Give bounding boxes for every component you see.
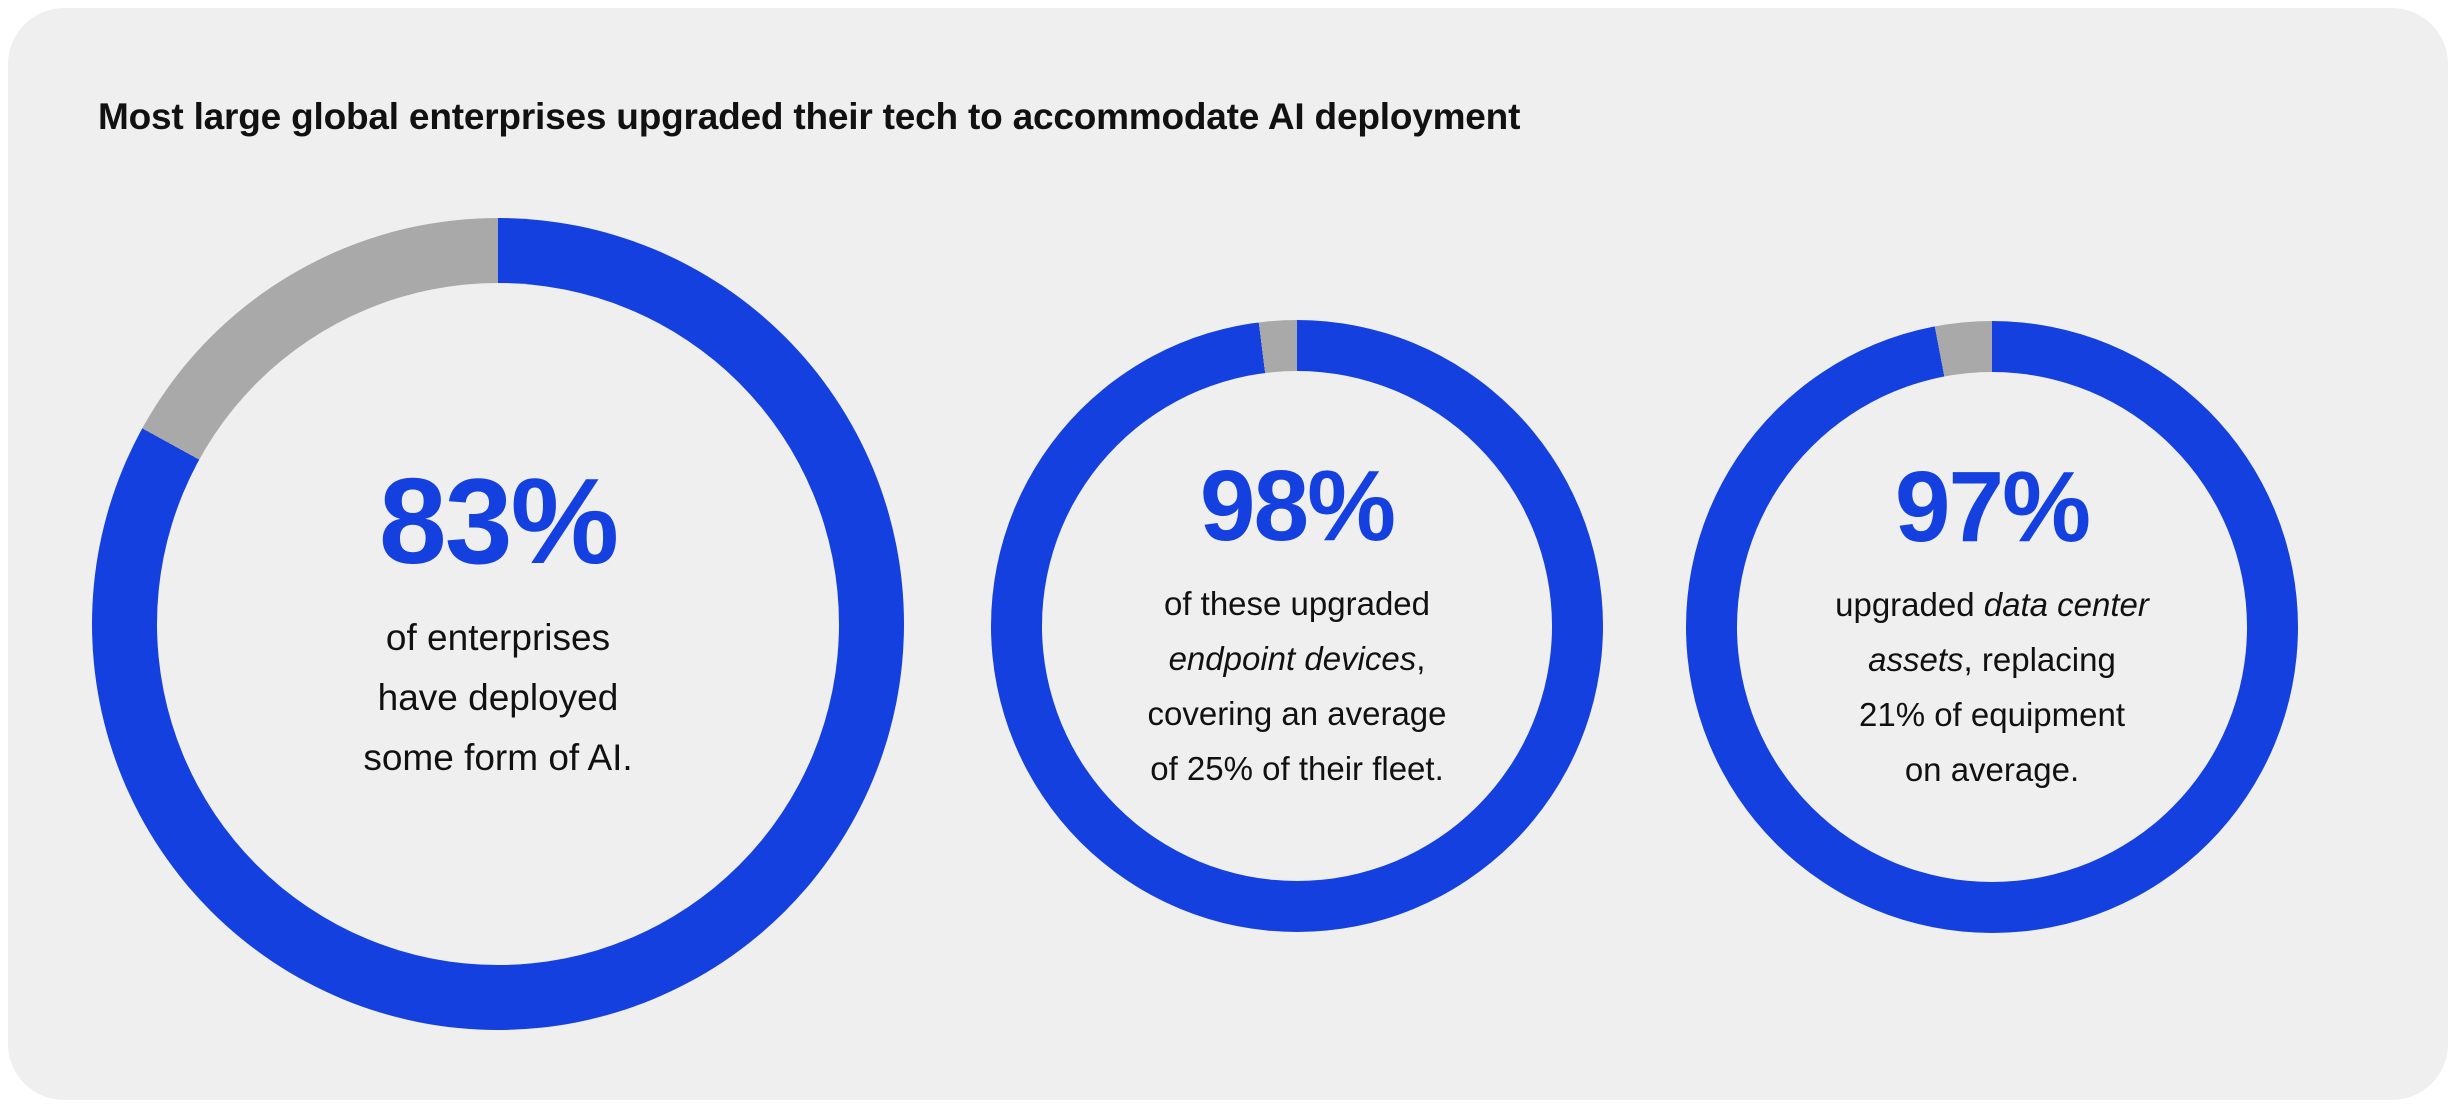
infographic-title: Most large global enterprises upgraded t…: [98, 96, 1521, 137]
stat-number: 83%: [378, 453, 619, 589]
donut-center: 83% of enterprises have deployed some form…: [157, 283, 839, 965]
stat-description: of enterprises have deployed some form of …: [363, 617, 633, 778]
stat-description: upgraded data center assets, replacing 21%…: [1835, 586, 2149, 788]
donut-chart-data-center-assets: 97% upgraded data center assets, replacin…: [1686, 321, 2298, 933]
stat-number: 97%: [1894, 451, 2091, 563]
donut-chart-ai-deployment: 83% of enterprises have deployed some form…: [92, 218, 904, 1030]
donut-center: 97% upgraded data center assets, replacin…: [1737, 372, 2247, 882]
stat-number: 98%: [1199, 450, 1396, 562]
stat-description: of these upgraded endpoint devices, coveri…: [1147, 585, 1447, 787]
infographic-card: Most large global enterprises upgraded t…: [8, 8, 2448, 1100]
donut-center: 98% of these upgraded endpoint devices, co…: [1042, 371, 1552, 881]
donut-chart-endpoint-devices: 98% of these upgraded endpoint devices, co…: [991, 320, 1603, 932]
